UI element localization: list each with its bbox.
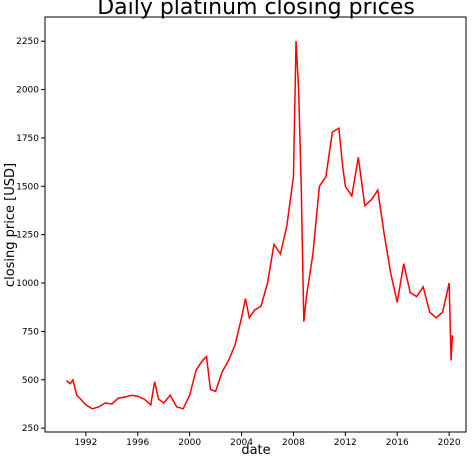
x-tick-label: 2008 — [282, 438, 305, 448]
x-tick-label: 2000 — [178, 438, 201, 448]
y-tick-label: 250 — [22, 424, 39, 434]
price-line — [65, 41, 454, 410]
x-tick-label: 1996 — [126, 438, 149, 448]
x-tick-label: 2016 — [386, 438, 409, 448]
y-tick-label: 1500 — [16, 182, 39, 192]
plot-frame — [44, 16, 467, 433]
x-tick-label: 2012 — [334, 438, 357, 448]
x-tick-label: 2020 — [438, 438, 461, 448]
y-tick-label: 750 — [22, 327, 39, 337]
y-tick-label: 2000 — [16, 86, 39, 96]
chart-title: Daily platinum closing prices — [97, 0, 415, 20]
x-tick-label: 1992 — [74, 438, 97, 448]
x-tick-label: 2004 — [230, 438, 253, 448]
y-tick-label: 1250 — [16, 231, 39, 241]
y-axis-label: closing price [USD] — [3, 163, 18, 287]
y-tick-label: 2250 — [16, 37, 39, 47]
x-axis-label: date — [241, 443, 270, 456]
y-tick-label: 500 — [22, 376, 39, 386]
y-tick-label: 1750 — [16, 134, 39, 144]
y-tick-label: 1000 — [16, 279, 39, 289]
